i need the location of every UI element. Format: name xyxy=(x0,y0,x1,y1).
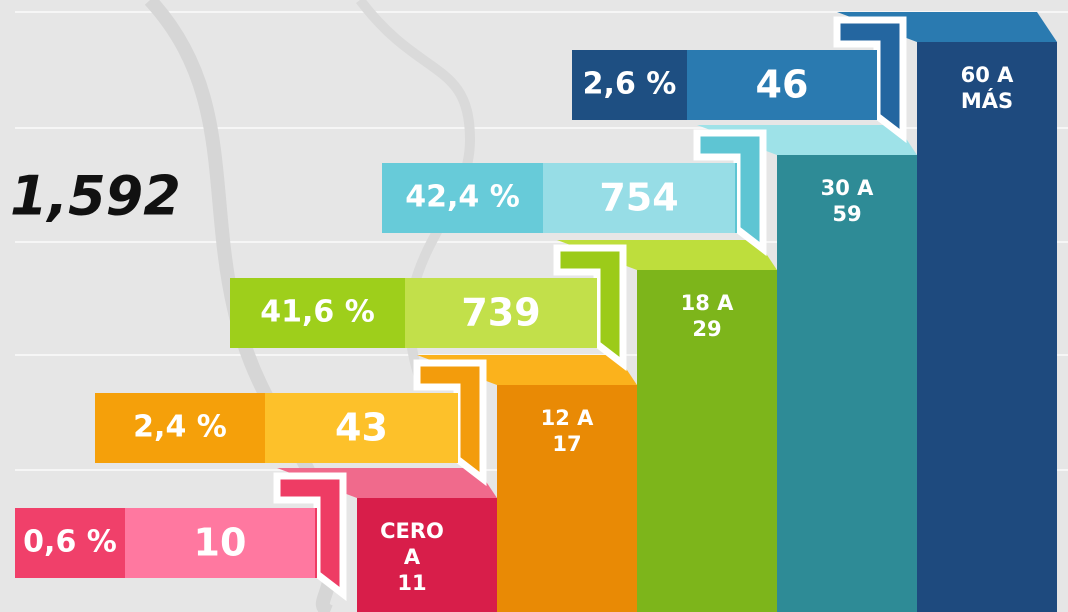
count: 10 xyxy=(194,521,247,565)
count-box xyxy=(265,393,458,463)
step-column xyxy=(917,42,1057,612)
strip-end xyxy=(315,508,317,578)
strip-end xyxy=(735,163,737,233)
count: 46 xyxy=(756,63,809,107)
bg-swirl xyxy=(144,0,340,612)
group-label: 11 xyxy=(397,571,426,595)
percent: 41,6 % xyxy=(260,295,375,330)
percent: 2,6 % xyxy=(583,67,677,102)
count-box xyxy=(125,508,315,578)
percent: 42,4 % xyxy=(405,180,520,215)
group-label: 17 xyxy=(552,432,581,456)
percent: 0,6 % xyxy=(23,525,117,560)
group-label: CERO xyxy=(380,519,444,543)
group-label: 12 A xyxy=(541,406,595,430)
count: 754 xyxy=(599,176,678,220)
group-label: 60 A xyxy=(961,63,1015,87)
group-label: A xyxy=(404,545,421,569)
group-label: MÁS xyxy=(961,88,1013,113)
step-column xyxy=(637,270,777,612)
percent-box xyxy=(382,163,543,233)
count: 739 xyxy=(461,291,540,335)
step-column xyxy=(497,385,637,612)
total: 1,592 xyxy=(10,165,181,228)
count-box xyxy=(543,163,735,233)
percent: 2,4 % xyxy=(133,410,227,445)
count-box xyxy=(687,50,877,120)
step-column xyxy=(357,498,497,612)
group-label: 59 xyxy=(832,202,861,226)
count: 43 xyxy=(335,406,388,450)
step-column xyxy=(777,155,917,612)
percent-box xyxy=(572,50,687,120)
count-box xyxy=(405,278,597,348)
group-label: 18 A xyxy=(681,291,735,315)
percent-box xyxy=(230,278,405,348)
group-label: 29 xyxy=(692,317,721,341)
percent-box xyxy=(95,393,265,463)
percent-box xyxy=(15,508,125,578)
group-label: 30 A xyxy=(821,176,875,200)
